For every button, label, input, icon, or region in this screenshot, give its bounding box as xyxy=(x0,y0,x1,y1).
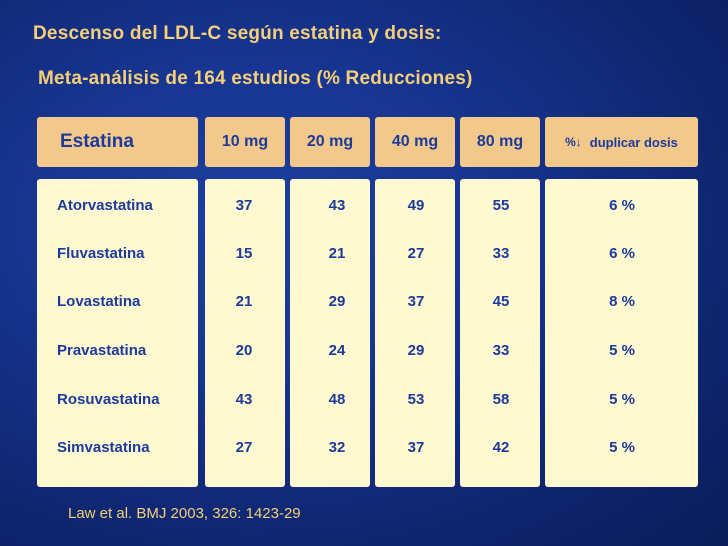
value-80mg: 33 xyxy=(492,342,510,359)
value-duplicate: 5 % xyxy=(609,391,635,408)
percent-down-arrow-icon: %↓ xyxy=(565,135,582,149)
value-10mg: 15 xyxy=(235,245,253,262)
statin-name: Pravastatina xyxy=(57,342,147,359)
value-20mg: 29 xyxy=(328,293,346,310)
value-40mg: 49 xyxy=(407,197,425,214)
column-duplicate-dose xyxy=(545,179,698,487)
statin-name: Atorvastatina xyxy=(57,197,153,214)
header-40mg: 40 mg xyxy=(375,117,455,167)
slide-title: Descenso del LDL-C según estatina y dosi… xyxy=(33,23,442,44)
statin-name: Rosuvastatina xyxy=(57,391,160,408)
value-80mg: 58 xyxy=(492,391,510,408)
value-duplicate: 6 % xyxy=(609,245,635,262)
value-40mg: 27 xyxy=(407,245,425,262)
value-duplicate: 8 % xyxy=(609,293,635,310)
value-40mg: 29 xyxy=(407,342,425,359)
column-20mg xyxy=(290,179,370,487)
value-duplicate: 6 % xyxy=(609,197,635,214)
header-10mg: 10 mg xyxy=(205,117,285,167)
value-40mg: 53 xyxy=(407,391,425,408)
header-80mg: 80 mg xyxy=(460,117,540,167)
header-duplicate-dose: %↓ duplicar dosis xyxy=(545,117,698,167)
column-40mg xyxy=(375,179,455,487)
value-10mg: 37 xyxy=(235,197,253,214)
value-duplicate: 5 % xyxy=(609,439,635,456)
column-10mg xyxy=(205,179,285,487)
column-80mg xyxy=(460,179,540,487)
value-40mg: 37 xyxy=(407,439,425,456)
value-10mg: 43 xyxy=(235,391,253,408)
value-80mg: 45 xyxy=(492,293,510,310)
statin-name: Simvastatina xyxy=(57,439,150,456)
value-10mg: 21 xyxy=(235,293,253,310)
value-10mg: 27 xyxy=(235,439,253,456)
value-80mg: 42 xyxy=(492,439,510,456)
value-20mg: 21 xyxy=(328,245,346,262)
statin-name: Fluvastatina xyxy=(57,245,145,262)
header-duplicate-label: duplicar dosis xyxy=(589,134,678,150)
header-statin: Estatina xyxy=(37,117,198,167)
value-20mg: 43 xyxy=(328,197,346,214)
slide-subtitle: Meta-análisis de 164 estudios (% Reducci… xyxy=(38,68,473,89)
column-statin xyxy=(37,179,198,487)
value-80mg: 55 xyxy=(492,197,510,214)
statin-name: Lovastatina xyxy=(57,293,141,310)
citation: Law et al. BMJ 2003, 326: 1423-29 xyxy=(68,505,301,522)
value-80mg: 33 xyxy=(492,245,510,262)
value-40mg: 37 xyxy=(407,293,425,310)
value-10mg: 20 xyxy=(235,342,253,359)
value-20mg: 48 xyxy=(328,391,346,408)
value-duplicate: 5 % xyxy=(609,342,635,359)
value-20mg: 24 xyxy=(328,342,346,359)
value-20mg: 32 xyxy=(328,439,346,456)
header-20mg: 20 mg xyxy=(290,117,370,167)
